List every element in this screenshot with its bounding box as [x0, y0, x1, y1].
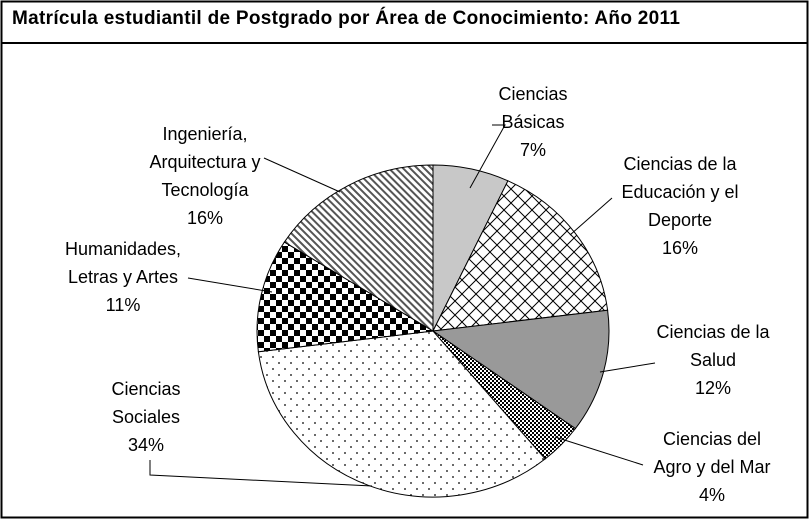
pie-slice: [256, 241, 435, 353]
leader-line: [263, 157, 341, 193]
value-label: 4%: [698, 485, 725, 505]
value-label: 7%: [519, 140, 546, 160]
pie-slice: [283, 164, 434, 332]
category-label: Ciencias de la Salud: [656, 322, 770, 370]
slice-label: Humanidades, Letras y Artes 11%: [51, 235, 196, 319]
leader-line: [469, 124, 506, 189]
category-label: Ingeniería, Arquitectura y Tecnología: [149, 124, 261, 200]
value-label: 11%: [105, 295, 141, 315]
leader-line: [554, 436, 644, 466]
slice-label: Ciencias del Agro y del Mar 4%: [645, 425, 780, 509]
category-label: Ciencias Básicas: [498, 84, 568, 132]
category-label: Ciencias Sociales: [111, 379, 181, 427]
leader-line: [569, 197, 613, 236]
slice-label: Ciencias Básicas 7%: [488, 80, 578, 164]
slice-label: Ingeniería, Arquitectura y Tecnología 16%: [133, 120, 278, 232]
category-label: Humanidades, Letras y Artes: [64, 239, 182, 287]
value-label: 34%: [127, 435, 165, 455]
value-label: 16%: [661, 238, 699, 258]
leader-line: [187, 277, 273, 293]
slice-label: Ciencias Sociales 34%: [101, 375, 191, 459]
value-label: 12%: [694, 378, 732, 398]
leader-line: [149, 460, 373, 487]
pie-slice: [431, 309, 610, 430]
leader-line: [599, 362, 656, 373]
pie-slice: [432, 180, 609, 332]
pie-slice: [257, 330, 546, 498]
category-label: Ciencias del Agro y del Mar: [653, 429, 771, 477]
slice-label: Ciencias de la Educación y el Deporte 16%: [605, 150, 755, 262]
category-label: Ciencias de la Educación y el Deporte: [621, 154, 739, 230]
value-label: 16%: [186, 208, 224, 228]
chart-title: Matrícula estudiantil de Postgrado por Á…: [12, 8, 681, 29]
slice-label: Ciencias de la Salud 12%: [643, 318, 783, 402]
